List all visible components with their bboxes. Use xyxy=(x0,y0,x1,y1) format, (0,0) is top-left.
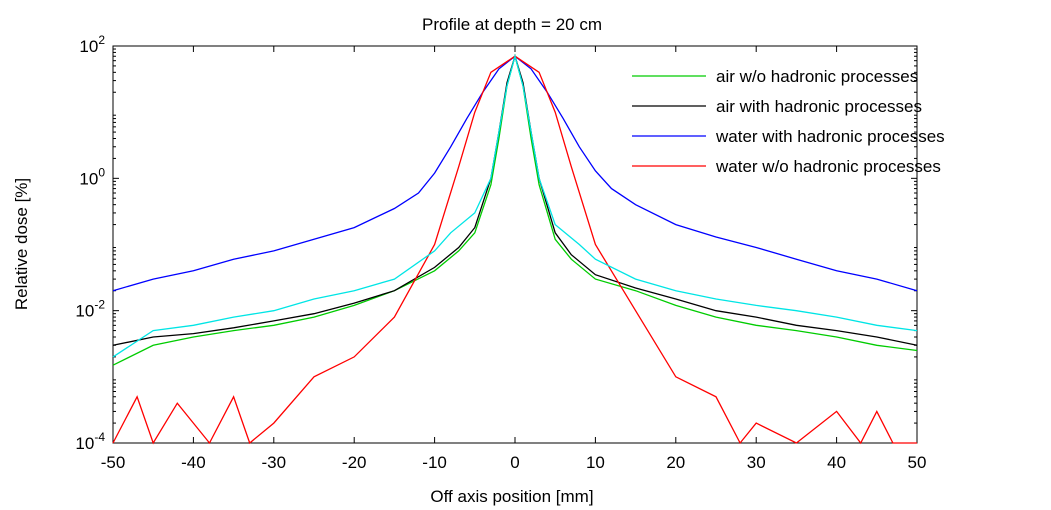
y-tick-label: 100 xyxy=(79,165,105,188)
legend: air w/o hadronic processes air with hadro… xyxy=(632,67,945,176)
y-tick-label: 10-4 xyxy=(75,430,105,453)
y-tick-label: 10-2 xyxy=(75,298,105,321)
series-line-4 xyxy=(112,53,918,358)
y-axis-ticks: 10-4 10-2 100 102 xyxy=(75,33,917,453)
x-tick-label: 50 xyxy=(908,453,927,472)
legend-label: air with hadronic processes xyxy=(716,97,922,116)
x-tick-label: -50 xyxy=(101,453,126,472)
x-tick-label: 30 xyxy=(747,453,766,472)
x-tick-label: -20 xyxy=(342,453,367,472)
x-tick-label: -40 xyxy=(181,453,206,472)
x-tick-label: 0 xyxy=(510,453,519,472)
legend-label: water w/o hadronic processes xyxy=(715,157,941,176)
legend-label: air w/o hadronic processes xyxy=(716,67,918,86)
series-line-3 xyxy=(112,55,917,445)
legend-label: water with hadronic processes xyxy=(715,127,945,146)
x-axis-ticks: -50 -40 -30 -20 -10 0 10 20 30 40 50 xyxy=(101,46,927,472)
y-axis-label: Relative dose [%] xyxy=(12,178,31,310)
x-tick-label: 10 xyxy=(586,453,605,472)
chart-title: Profile at depth = 20 cm xyxy=(422,15,602,34)
x-tick-label: 20 xyxy=(666,453,685,472)
series-group xyxy=(112,53,918,445)
x-axis-label: Off axis position [mm] xyxy=(430,487,593,506)
x-tick-label: -30 xyxy=(262,453,287,472)
y-tick-label: 102 xyxy=(79,33,105,56)
x-tick-label: 40 xyxy=(827,453,846,472)
x-tick-label: -10 xyxy=(422,453,447,472)
